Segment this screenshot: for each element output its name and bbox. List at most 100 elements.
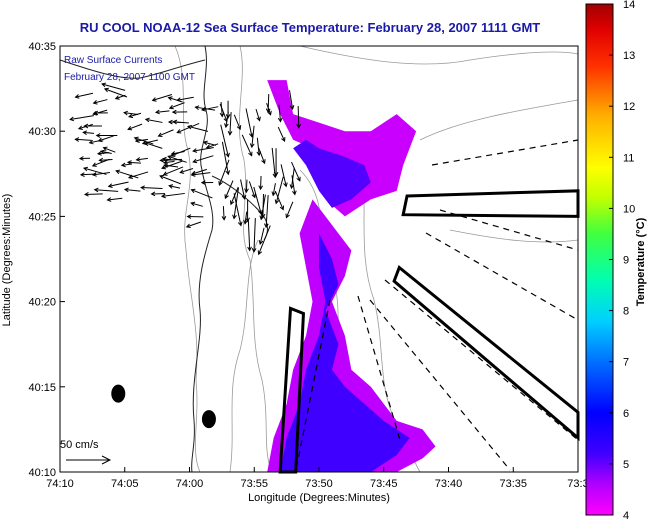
current-vector-head xyxy=(74,137,80,142)
current-vector xyxy=(260,194,266,220)
current-vector-head xyxy=(283,182,288,188)
current-vector xyxy=(224,180,234,199)
current-vector xyxy=(177,96,194,101)
current-vector-head xyxy=(150,191,156,197)
current-vector-head xyxy=(249,143,255,149)
current-vector xyxy=(266,102,272,115)
current-vector-head xyxy=(236,125,242,131)
current-vector xyxy=(233,114,241,130)
current-vector-head xyxy=(221,215,227,221)
current-vector xyxy=(171,147,191,157)
station-markers xyxy=(111,384,216,429)
current-vector-head xyxy=(133,136,139,142)
colorbar-gradient xyxy=(585,3,614,516)
colorbar-label: Temperature (°C) xyxy=(635,217,647,306)
colorbar: 4 5 6 7 8 9 10 11 12 13 14 Temperature (°C) xyxy=(585,0,647,519)
current-vector xyxy=(289,90,294,110)
current-vector-head xyxy=(205,144,211,149)
current-vector-head xyxy=(224,123,229,129)
current-vector-head xyxy=(151,97,157,102)
x-tick-label: 74:05 xyxy=(111,478,139,490)
current-vector-head xyxy=(134,138,140,143)
current-vector xyxy=(99,158,113,161)
current-vector-head xyxy=(258,239,264,245)
current-vector xyxy=(103,147,116,153)
current-vector-head xyxy=(167,96,173,101)
current-vector xyxy=(193,155,214,163)
current-vector xyxy=(145,142,163,149)
current-vector-head xyxy=(103,87,109,93)
current-vector-head xyxy=(218,180,223,186)
current-vector xyxy=(127,123,143,130)
current-vector xyxy=(245,179,248,193)
x-axis-label: Longitude (Degrees:Minutes) xyxy=(248,492,390,504)
current-vector-head xyxy=(91,172,97,177)
current-vector-head xyxy=(92,100,98,105)
current-vector xyxy=(229,112,232,135)
current-vector-head xyxy=(114,95,120,100)
current-vector-head xyxy=(281,137,286,142)
current-vector xyxy=(280,164,287,187)
sst-patch xyxy=(280,233,410,472)
current-vector-head xyxy=(83,191,89,197)
current-vector xyxy=(285,201,294,218)
colorbar-tick-label: 10 xyxy=(623,203,635,215)
current-vector-head xyxy=(127,126,133,131)
current-vector-head xyxy=(245,217,250,223)
current-vector-head xyxy=(161,156,167,162)
current-vector-head xyxy=(79,172,85,177)
current-vector-head xyxy=(267,110,272,116)
current-vector xyxy=(177,122,200,134)
current-vector-head xyxy=(97,137,103,143)
current-vector-head xyxy=(289,184,295,190)
current-vector-head xyxy=(96,151,102,156)
current-vector-head xyxy=(123,187,129,193)
current-vector-head xyxy=(190,201,196,207)
scale-bar: 50 cm/s xyxy=(60,439,112,465)
current-vector xyxy=(169,102,185,109)
current-vector-head xyxy=(271,191,277,197)
current-vector xyxy=(141,187,163,190)
current-vector xyxy=(247,219,251,251)
current-vector xyxy=(221,141,229,175)
x-tick-label: 73:55 xyxy=(240,478,268,490)
current-vector-head xyxy=(187,124,193,130)
current-vector-head xyxy=(179,169,185,174)
current-vector-head xyxy=(202,140,208,146)
current-vector-head xyxy=(292,190,297,196)
current-vector xyxy=(191,189,213,199)
current-vector xyxy=(233,193,242,226)
current-vector xyxy=(233,187,239,219)
current-vector-head xyxy=(77,125,83,130)
current-vector xyxy=(258,225,271,255)
current-vector xyxy=(128,171,149,179)
current-vector xyxy=(164,160,175,164)
current-vector xyxy=(258,147,266,164)
current-vector xyxy=(159,175,182,185)
current-vector-head xyxy=(248,151,253,157)
current-vector xyxy=(155,110,170,113)
y-tick-label: 40:15 xyxy=(28,382,56,394)
current-vector-head xyxy=(192,158,198,164)
current-vector xyxy=(83,131,95,134)
current-vector-head xyxy=(120,162,126,168)
current-vector xyxy=(290,167,295,189)
station-dot xyxy=(201,410,216,429)
colorbar-tick-label: 5 xyxy=(623,459,629,471)
current-vector xyxy=(115,170,139,179)
sst-patch xyxy=(293,139,371,208)
colorbar-ticks: 4 5 6 7 8 9 10 11 12 13 14 xyxy=(609,0,635,519)
current-vector-head xyxy=(232,214,237,220)
current-vector-head xyxy=(176,129,182,134)
current-vector-head xyxy=(224,194,229,200)
current-vector xyxy=(173,121,189,124)
sst-patches xyxy=(267,80,436,473)
current-vector-head xyxy=(159,174,165,180)
current-vector-head xyxy=(296,176,301,182)
current-vector xyxy=(187,125,209,132)
current-vector xyxy=(101,83,126,91)
current-vector xyxy=(248,181,256,198)
current-vector xyxy=(222,206,225,220)
colorbar-tick-label: 8 xyxy=(623,306,629,318)
current-vector-head xyxy=(160,193,166,199)
